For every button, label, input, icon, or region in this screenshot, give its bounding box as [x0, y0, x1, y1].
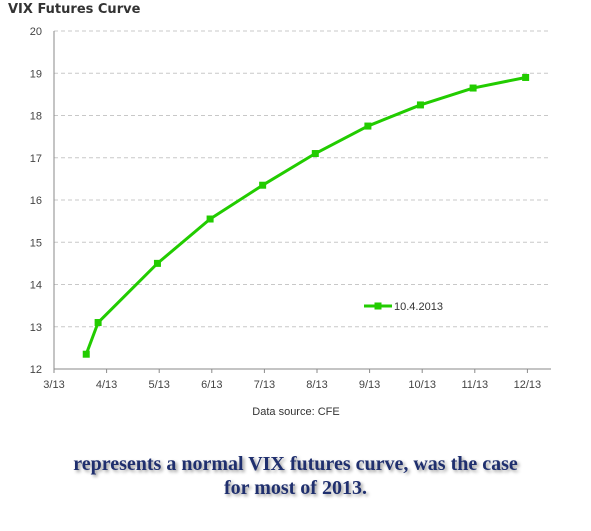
legend-swatch-marker [374, 302, 382, 310]
y-tick-labels: 12 13 14 15 16 17 18 19 20 [30, 26, 42, 376]
data-point-3 [206, 215, 214, 223]
data-point-1 [94, 319, 102, 327]
axes [53, 31, 551, 373]
line-chart: 12 13 14 15 16 17 18 19 20 3/13 4/13 5/13 6/13 7/13 8… [30, 26, 551, 418]
caption: represents a normal VIX futures curve, w… [0, 452, 591, 500]
data-point-5 [311, 150, 319, 158]
data-point-6 [364, 122, 372, 130]
series-layer [82, 73, 530, 358]
x-tick-label-6/13: 6/13 [201, 379, 222, 391]
x-tick-label-3/13: 3/13 [43, 379, 64, 391]
y-tick-label-17: 17 [30, 153, 42, 165]
y-tick-label-13: 13 [30, 322, 42, 334]
gridlines [54, 30, 551, 328]
x-tick-label-12/13: 12/13 [514, 379, 542, 391]
data-point-4 [259, 181, 267, 189]
legend-label: 10.4.2013 [394, 301, 443, 313]
x-tick-label-9/13: 9/13 [359, 379, 380, 391]
y-tick-label-12: 12 [30, 364, 42, 376]
data-point-0 [82, 350, 90, 358]
x-tick-label-10/13: 10/13 [408, 379, 436, 391]
chart-title: VIX Futures Curve [8, 2, 141, 17]
y-tick-label-15: 15 [30, 237, 42, 249]
data-point-8 [469, 84, 477, 92]
caption-line-1: represents a normal VIX futures curve, w… [73, 453, 518, 475]
y-tick-label-16: 16 [30, 195, 42, 207]
legend: 10.4.2013 [364, 301, 443, 313]
data-point-7 [416, 101, 424, 109]
data-source-note: Data source: CFE [252, 406, 339, 418]
x-tick-labels: 3/13 4/13 5/13 6/13 7/13 8/13 9/13 10/13 11/13 12… [43, 379, 541, 391]
x-tick-label-4/13: 4/13 [96, 379, 117, 391]
y-tick-label-14: 14 [30, 280, 42, 292]
y-tick-label-18: 18 [30, 111, 42, 123]
y-tick-label-19: 19 [30, 68, 42, 80]
data-point-2 [153, 259, 161, 267]
data-point-9 [522, 73, 530, 81]
series-line-0 [84, 76, 526, 355]
x-tick-label-5/13: 5/13 [148, 379, 169, 391]
y-tick-label-20: 20 [30, 26, 42, 38]
caption-line-2: for most of 2013. [224, 477, 367, 499]
x-tick-label-8/13: 8/13 [306, 379, 327, 391]
x-tick-label-7/13: 7/13 [254, 379, 275, 391]
x-tick-label-11/13: 11/13 [461, 379, 488, 391]
